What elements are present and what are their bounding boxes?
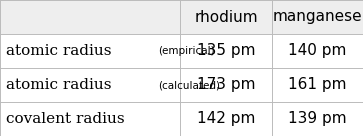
Text: 161 pm: 161 pm <box>288 78 347 92</box>
Text: 173 pm: 173 pm <box>197 78 255 92</box>
Text: covalent radius: covalent radius <box>6 112 125 126</box>
Text: 139 pm: 139 pm <box>288 112 347 126</box>
Text: atomic radius: atomic radius <box>6 78 111 92</box>
Text: rhodium: rhodium <box>194 10 258 24</box>
Text: manganese: manganese <box>273 10 362 24</box>
Text: 140 pm: 140 pm <box>288 44 346 58</box>
Text: (calculated): (calculated) <box>159 80 221 90</box>
Text: atomic radius: atomic radius <box>6 44 111 58</box>
Text: 135 pm: 135 pm <box>197 44 255 58</box>
Text: (empirical): (empirical) <box>159 46 215 56</box>
Bar <box>0 0 363 34</box>
Text: 142 pm: 142 pm <box>197 112 255 126</box>
